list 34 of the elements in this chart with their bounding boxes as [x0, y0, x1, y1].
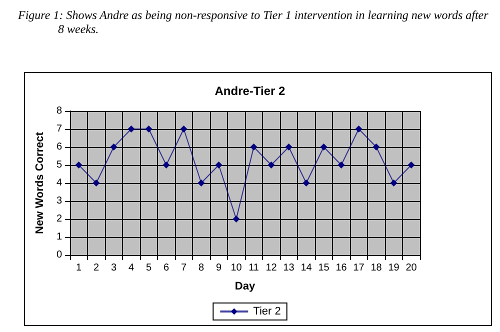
y-tick-label: 2 [56, 214, 62, 224]
x-tick-label: 3 [110, 262, 117, 274]
y-tick-label: 4 [56, 178, 62, 188]
x-tick-label: 16 [336, 262, 348, 274]
x-tick-label: 13 [283, 262, 295, 274]
x-tick-label: 20 [406, 262, 418, 274]
x-axis-title: Day [234, 280, 256, 292]
x-tick-label: 18 [370, 262, 382, 274]
x-tick-label: 6 [163, 262, 170, 274]
x-tick-label: 5 [146, 262, 152, 274]
y-tick-label: 0 [56, 250, 62, 260]
x-tick-label: 9 [216, 262, 222, 274]
x-tick-label: 1 [76, 262, 82, 274]
x-tick-label: 17 [353, 262, 365, 274]
y-tick-label: 3 [56, 196, 62, 206]
chart-title: Andre-Tier 2 [214, 84, 286, 98]
y-tick-label: 1 [56, 232, 62, 242]
y-tick-label: 7 [56, 124, 62, 134]
y-tick-label: 8 [56, 106, 62, 116]
x-tick-label: 14 [300, 262, 312, 274]
y-tick-label: 6 [56, 142, 62, 152]
x-tick-label: 15 [318, 262, 330, 274]
x-tick-label: 8 [198, 262, 204, 274]
x-tick-label: 4 [128, 262, 134, 274]
x-tick-label: 7 [180, 262, 187, 274]
x-tick-label: 2 [93, 262, 100, 274]
x-tick-label: 19 [388, 262, 400, 274]
x-tick-label: 12 [266, 262, 278, 274]
y-tick-label: 5 [56, 160, 62, 170]
x-tick-label: 10 [230, 262, 242, 274]
x-tick-label: 11 [248, 262, 260, 274]
caption: Figure 1: Shows Andre as being non-responsive to Tier 1 intervention in learning new words after 8 weeks. [18, 8, 490, 36]
y-axis-title: New Words Correct [34, 132, 46, 234]
legend-label: Tier 2 [253, 306, 281, 318]
